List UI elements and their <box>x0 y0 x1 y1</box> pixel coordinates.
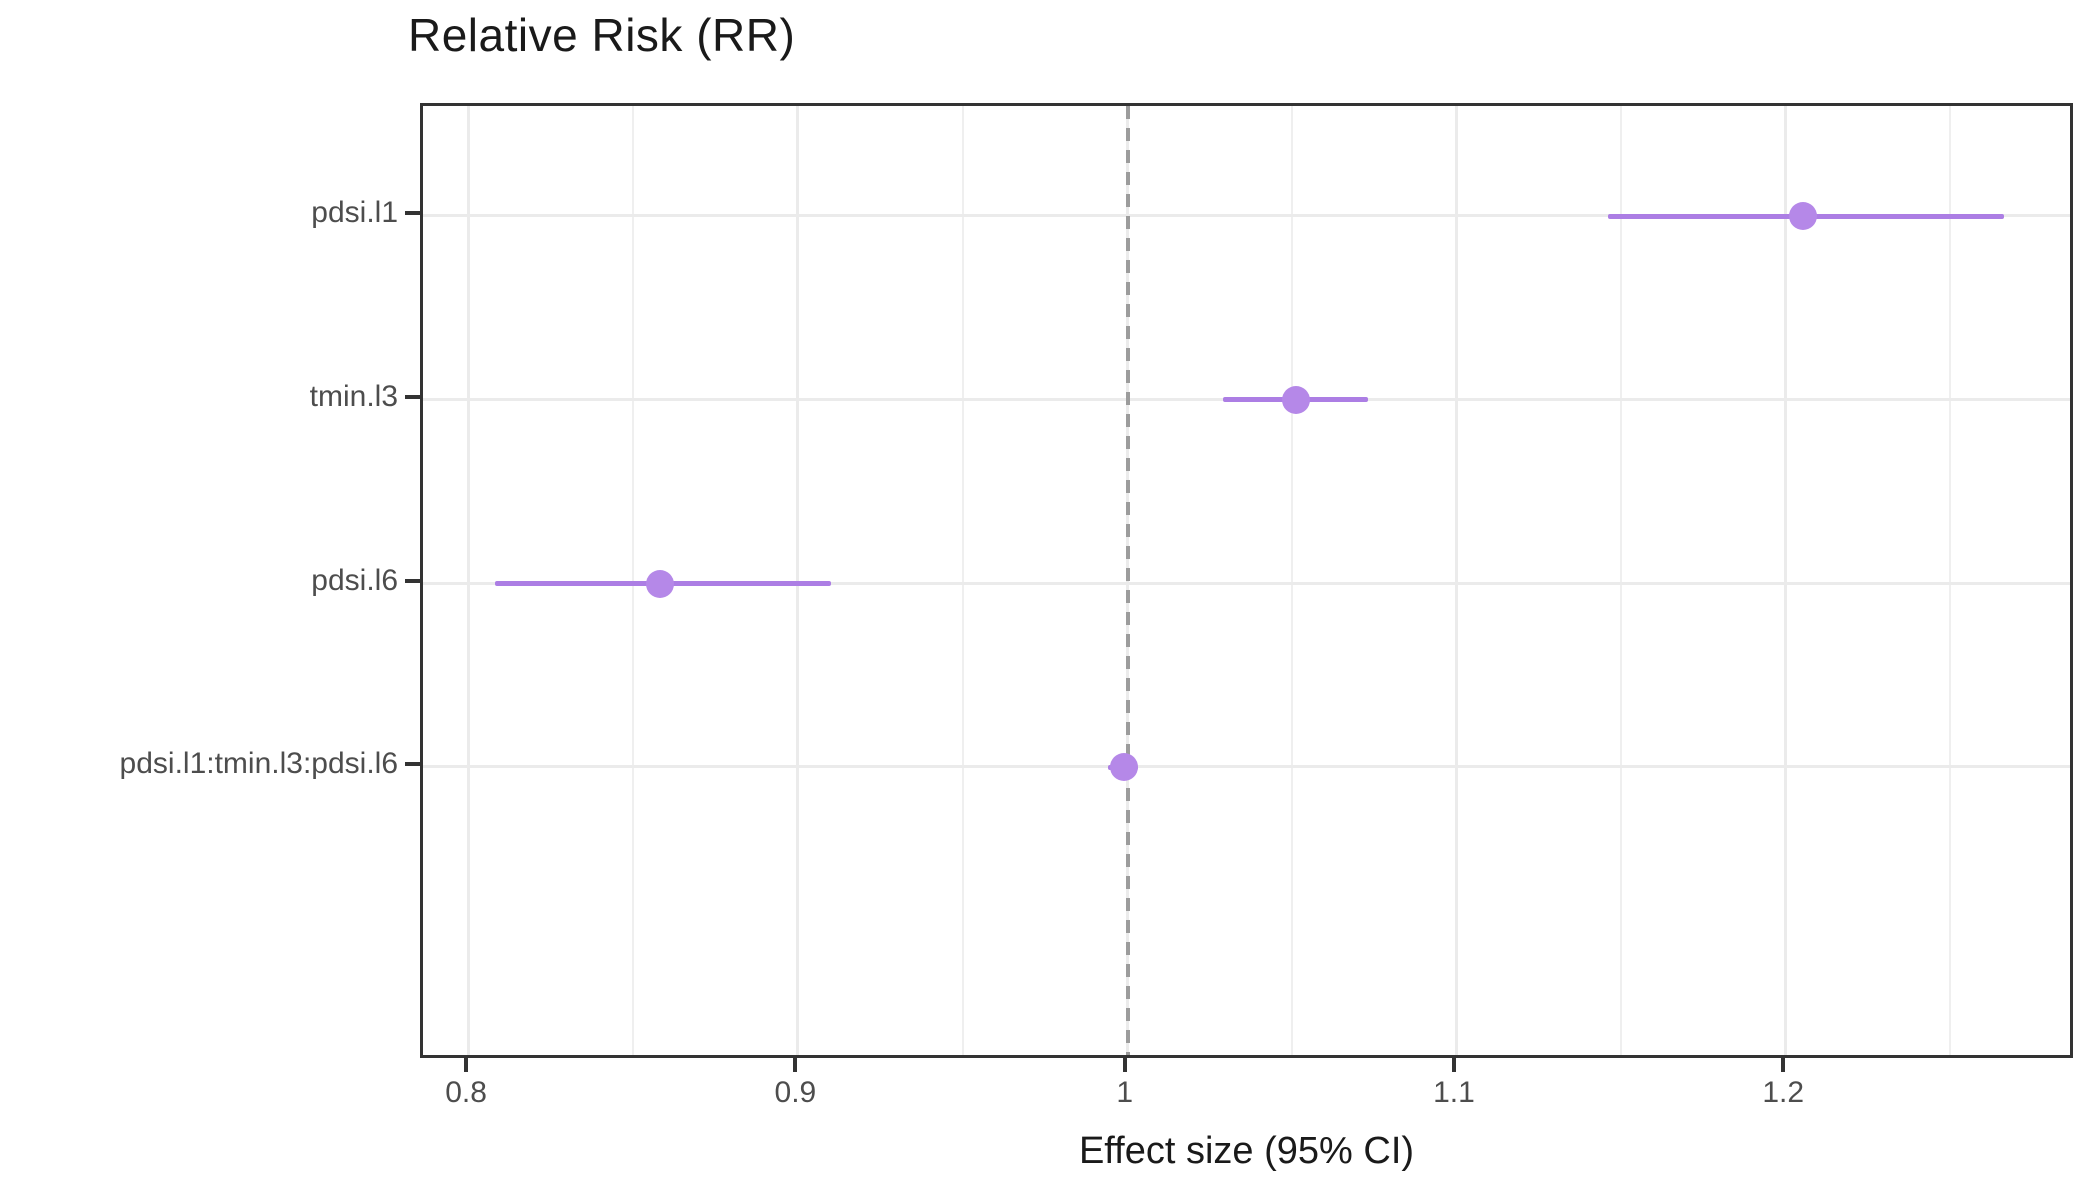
x-axis-tick-label: 1.2 <box>1762 1076 1805 1109</box>
minor-gridline-vertical <box>1620 106 1623 1055</box>
x-axis-tick <box>464 1058 469 1072</box>
minor-gridline-vertical <box>1290 106 1293 1055</box>
major-gridline-horizontal <box>423 765 2070 769</box>
major-gridline-horizontal <box>423 214 2070 218</box>
y-axis-tick <box>405 394 420 399</box>
major-gridline-horizontal <box>423 581 2070 585</box>
y-axis-tick <box>405 762 420 767</box>
x-axis-tick-label: 0.8 <box>445 1076 487 1109</box>
x-axis-tick-label: 1.1 <box>1433 1076 1475 1109</box>
y-axis-tick <box>405 211 420 216</box>
point-estimate-tmin.l3 <box>1281 385 1310 414</box>
major-gridline-vertical <box>796 106 800 1055</box>
plot-panel <box>420 103 2073 1058</box>
x-axis-tick <box>793 1058 798 1072</box>
y-axis-label-pdsi.l6: pdsi.l6 <box>311 563 398 597</box>
reference-line-x1 <box>1125 106 1130 1055</box>
major-gridline-vertical <box>1784 106 1788 1055</box>
x-axis-tick <box>1122 1058 1127 1072</box>
y-axis-label-pdsi.l1: pdsi.l1 <box>311 196 398 230</box>
y-axis-label-pdsi.l1:tmin.l3:pdsi.l6: pdsi.l1:tmin.l3:pdsi.l6 <box>119 747 398 781</box>
minor-gridline-vertical <box>961 106 964 1055</box>
major-gridline-vertical <box>467 106 471 1055</box>
point-estimate-pdsi.l6 <box>646 569 675 598</box>
x-axis-tick <box>1781 1058 1786 1072</box>
point-estimate-pdsi.l1:tmin.l3:pdsi.l6 <box>1110 753 1139 782</box>
x-axis-title: Effect size (95% CI) <box>1078 1130 1415 1172</box>
x-axis-tick-label: 0.9 <box>774 1076 817 1109</box>
x-axis-tick-label: 1 <box>1116 1076 1133 1109</box>
minor-gridline-vertical <box>632 106 635 1055</box>
point-estimate-pdsi.l1 <box>1788 202 1817 231</box>
x-axis-tick <box>1451 1058 1456 1072</box>
y-axis-tick <box>405 578 420 583</box>
minor-gridline-vertical <box>1949 106 1952 1055</box>
y-axis-label-tmin.l3: tmin.l3 <box>309 379 398 413</box>
plot-title: Relative Risk (RR) <box>408 9 796 61</box>
major-gridline-vertical <box>1454 106 1458 1055</box>
